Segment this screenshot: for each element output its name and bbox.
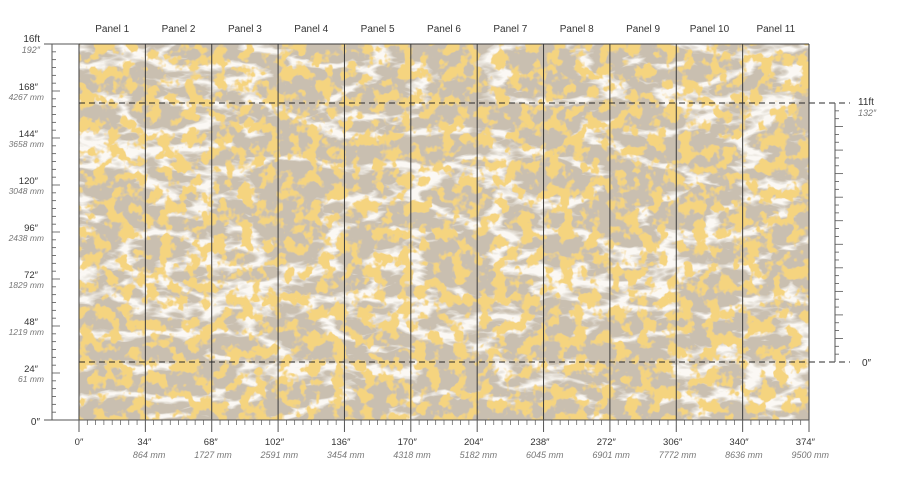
left-mm-label: 61 mm <box>18 374 44 384</box>
right-top-label: 11ft <box>858 97 874 108</box>
bottom-mm-label: 1727 mm <box>194 450 232 460</box>
panel-label: Panel 10 <box>690 24 730 35</box>
bottom-mm-label: 3454 mm <box>327 450 365 460</box>
panel-label: Panel 7 <box>493 24 527 35</box>
left-top-sublabel: 192″ <box>22 45 41 55</box>
bottom-inch-label: 136″ <box>331 437 351 448</box>
bottom-inch-label: 102″ <box>265 437 285 448</box>
bottom-inch-label: 170″ <box>398 437 418 448</box>
left-mm-label: 4267 mm <box>9 92 44 102</box>
bottom-inch-label: 374″ <box>796 437 816 448</box>
bottom-inch-label: 340″ <box>729 437 749 448</box>
right-zero-label: 0″ <box>862 358 872 369</box>
left-inch-label: 24″ <box>24 364 39 375</box>
panel-labels: Panel 1 Panel 2 Panel 3 Panel 4 Panel 5 Panel… <box>95 24 795 35</box>
panel-label: Panel 2 <box>162 24 196 35</box>
left-mm-label: 1219 mm <box>9 327 44 337</box>
bottom-inch-label: 204″ <box>464 437 484 448</box>
panel-label: Panel 5 <box>361 24 395 35</box>
panel-label: Panel 9 <box>626 24 660 35</box>
left-inch-label: 72″ <box>24 270 39 281</box>
right-top-sublabel: 132″ <box>858 108 877 118</box>
bottom-mm-label: 864 mm <box>133 450 166 460</box>
panel-dividers <box>78 43 810 420</box>
left-mm-label: 1829 mm <box>9 280 44 290</box>
panel-label: Panel 8 <box>560 24 594 35</box>
bottom-inch-label: 238″ <box>530 437 550 448</box>
bottom-mm-label: 5182 mm <box>460 450 498 460</box>
panel-label: Panel 4 <box>294 24 328 35</box>
bottom-mm-label: 7772 mm <box>659 450 697 460</box>
wall-height-guides <box>79 102 850 363</box>
bottom-mm-label: 6045 mm <box>526 450 564 460</box>
panel-label: Panel 1 <box>95 24 129 35</box>
left-zero-label: 0″ <box>31 417 41 428</box>
panel-label: Panel 3 <box>228 24 262 35</box>
bottom-inch-label: 34″ <box>137 437 152 448</box>
panel-label: Panel 6 <box>427 24 461 35</box>
bottom-inch-label: 0″ <box>75 437 84 448</box>
bottom-inch-label: 272″ <box>597 437 617 448</box>
panel-label: Panel 11 <box>756 24 795 35</box>
bottom-mm-label: 9500 mm <box>791 450 829 460</box>
right-height-ruler: 11ft 132″ 0″ <box>834 97 877 369</box>
left-mm-label: 3658 mm <box>9 139 44 149</box>
left-inch-label: 120″ <box>19 176 39 187</box>
bottom-mm-label: 6901 mm <box>592 450 630 460</box>
left-inch-label: 168″ <box>19 82 39 93</box>
wallpaper-area <box>79 44 809 420</box>
left-mm-label: 2438 mm <box>8 233 44 243</box>
bottom-mm-label: 2591 mm <box>260 450 299 460</box>
left-inch-label: 96″ <box>24 223 39 234</box>
bottom-inch-label: 68″ <box>204 437 219 448</box>
bottom-mm-label: 4318 mm <box>393 450 431 460</box>
left-inch-label: 144″ <box>19 129 39 140</box>
bottom-inch-label: 306″ <box>663 437 683 448</box>
bottom-mm-label: 8636 mm <box>725 450 763 460</box>
left-height-ruler: 16ft 192″ 168″4267 mm 144″3658 mm 120″3048… <box>8 34 79 428</box>
left-mm-label: 3048 mm <box>9 186 44 196</box>
marble-texture <box>79 44 809 420</box>
bottom-width-ruler: 0″ 34″ 864 mm 68″ 1727 mm 102″ 2591 mm 136″ 3454… <box>75 419 829 460</box>
left-inch-label: 48″ <box>24 317 39 328</box>
left-top-label: 16ft <box>23 34 40 45</box>
